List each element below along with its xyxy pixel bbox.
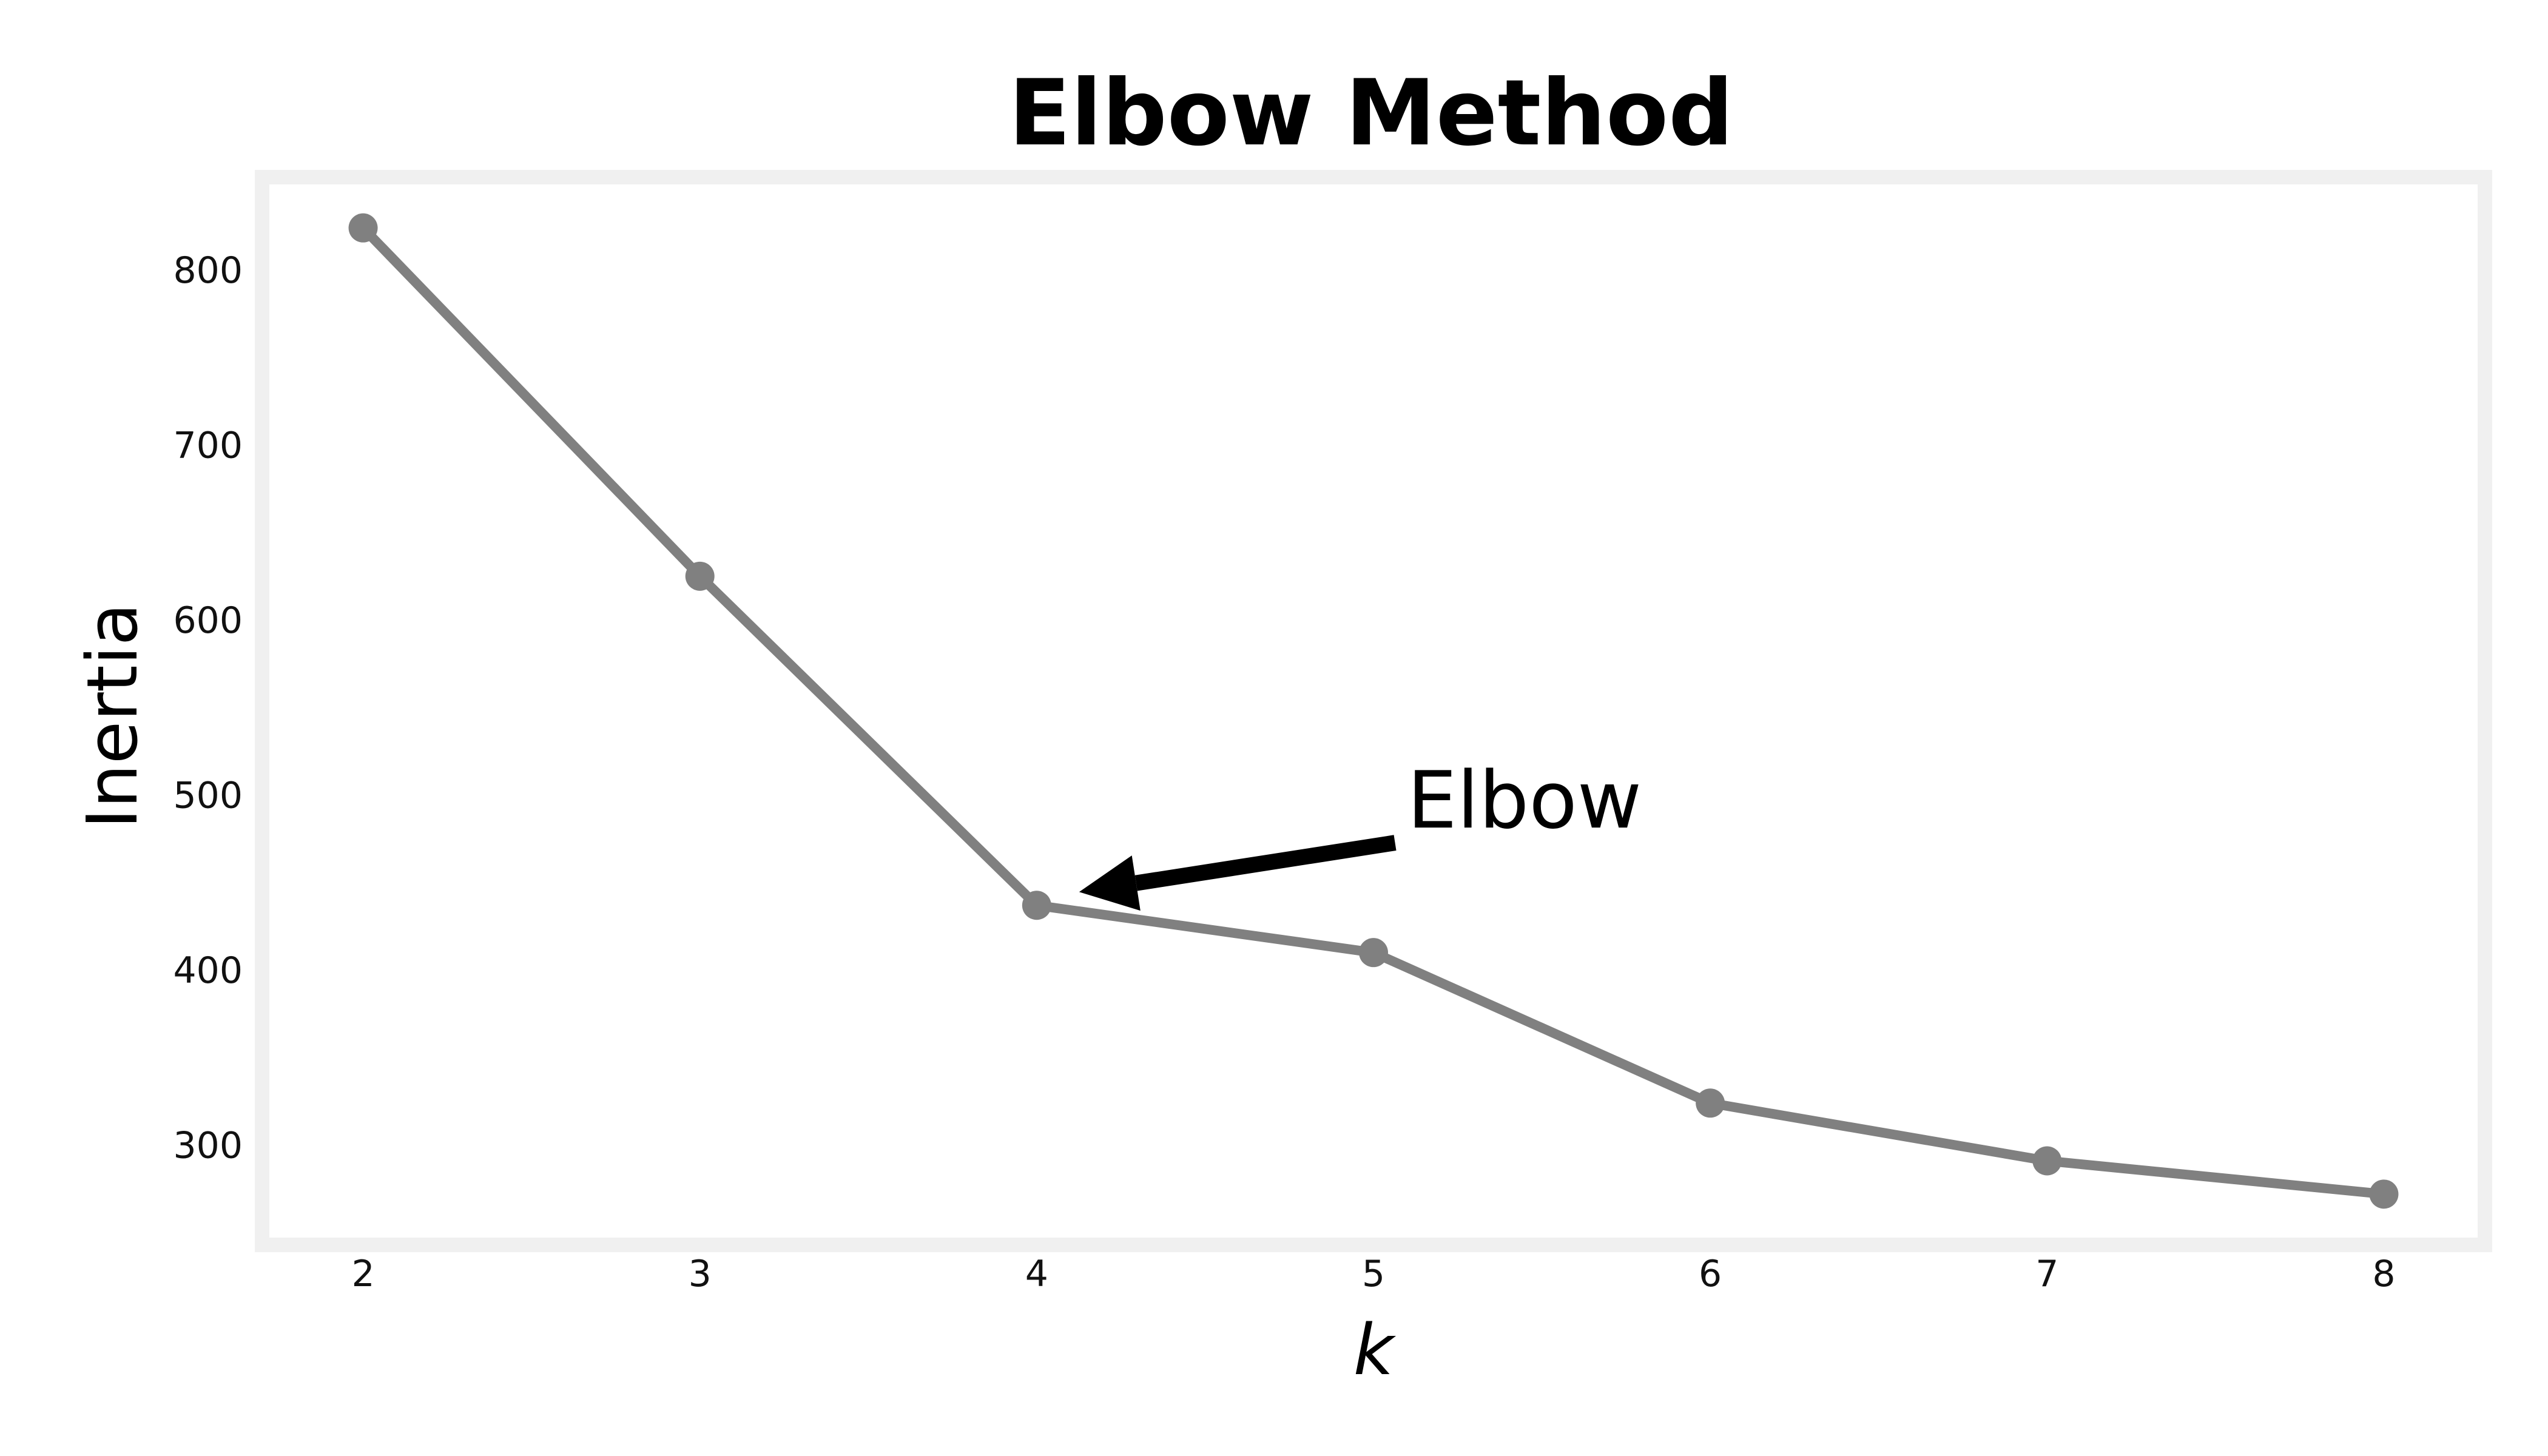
y-tick-label: 700 bbox=[173, 424, 243, 467]
data-point-marker bbox=[2032, 1146, 2062, 1176]
data-point-marker bbox=[348, 213, 378, 243]
x-tick-label: 3 bbox=[689, 1253, 712, 1295]
y-tick-label: 400 bbox=[173, 949, 243, 992]
x-tick-label: 4 bbox=[1025, 1253, 1048, 1295]
x-tick-label: 7 bbox=[2035, 1253, 2058, 1295]
y-tick-label: 500 bbox=[173, 774, 243, 817]
x-tick-label: 2 bbox=[351, 1253, 374, 1295]
plot-frame bbox=[255, 170, 2492, 1252]
y-axis-label: Inertia bbox=[72, 603, 153, 829]
y-tick-label: 300 bbox=[173, 1125, 243, 1167]
x-tick-label: 6 bbox=[1699, 1253, 1722, 1295]
data-point-marker bbox=[1022, 891, 1051, 920]
annotation-text: Elbow bbox=[1407, 754, 1642, 846]
data-point-marker bbox=[1696, 1088, 1725, 1118]
data-point-marker bbox=[2369, 1179, 2399, 1209]
x-axis-label: k bbox=[1353, 1310, 1397, 1391]
data-point-marker bbox=[1359, 938, 1388, 968]
elbow-annotation: Elbow bbox=[1079, 754, 1642, 911]
y-tick-label: 600 bbox=[173, 599, 243, 642]
series-layer bbox=[348, 213, 2399, 1209]
y-tick-label: 800 bbox=[173, 249, 243, 292]
data-point-marker bbox=[685, 561, 715, 591]
y-axis-ticks: 300 400 500 600 700 800 bbox=[173, 249, 243, 1167]
x-axis-ticks: 2 3 4 5 6 7 8 bbox=[351, 1253, 2395, 1295]
annotation-arrow-head bbox=[1079, 855, 1141, 911]
x-tick-label: 8 bbox=[2372, 1253, 2395, 1295]
chart-title: Elbow Method bbox=[1008, 61, 1733, 166]
annotation-arrow-shaft bbox=[1134, 835, 1397, 891]
x-tick-label: 5 bbox=[1362, 1253, 1385, 1295]
